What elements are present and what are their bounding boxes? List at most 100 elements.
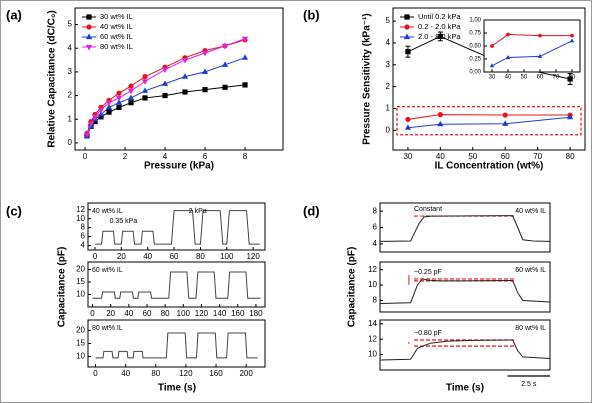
x-tick-label: 40 — [124, 309, 133, 318]
x-tick-label: 60 — [143, 309, 152, 318]
y-tick-label: 8 — [373, 206, 378, 215]
data-point — [97, 107, 105, 114]
data-point — [490, 44, 494, 48]
y-tick-label: 0 — [68, 138, 73, 147]
data-point — [91, 114, 99, 121]
data-point — [128, 83, 134, 89]
y-axis-title: Relative Capacitance (dC/C₀) — [47, 10, 58, 147]
x-tick-label: 180 — [249, 309, 263, 318]
x-tick-label: 120 — [195, 309, 209, 318]
y-tick-label: 3 — [68, 67, 73, 76]
panel-tag: 80 wt% IL — [515, 325, 546, 332]
panel-label: (b) — [303, 7, 320, 22]
x-tick-label: 80 — [196, 252, 205, 261]
x-tick-label: 70 — [553, 75, 560, 81]
plot-frame — [379, 202, 551, 253]
panel-tag: 40 wt% IL — [92, 208, 123, 215]
y-tick-label: 14 — [368, 319, 377, 328]
annotation: ~0.80 pF — [414, 330, 442, 337]
panel-tag: 60 wt% IL — [92, 267, 123, 274]
y-tick-label: 15 — [76, 277, 85, 286]
x-tick-label: 140 — [213, 309, 227, 318]
x-axis-title: Time (s) — [446, 383, 484, 394]
annotation: 0.35 kPa — [110, 218, 138, 225]
series-line — [407, 116, 571, 129]
x-tick-label: 120 — [179, 369, 193, 378]
legend-marker — [85, 44, 93, 51]
x-axis-title: Pressure (kPa) — [144, 161, 214, 172]
y-tick-label: 20 — [76, 326, 85, 335]
y-tick-label: 12 — [76, 205, 85, 214]
y-tick-label: 10 — [76, 352, 85, 361]
annotation: 2 kPa — [189, 208, 207, 215]
legend-marker — [86, 24, 92, 30]
data-point — [115, 99, 123, 105]
x-axis-title: IL Concentration (wt%) — [435, 161, 544, 172]
y-axis-title: Pressure Sensitivity (kPa⁻¹) — [362, 13, 373, 144]
data-point — [105, 104, 113, 110]
data-point — [127, 94, 135, 101]
y-tick-label: 2 — [68, 91, 73, 100]
y-axis-title: Capacitance (pF) — [57, 247, 68, 328]
panel-label: (c) — [6, 203, 22, 218]
y-tick-label: 4 — [68, 43, 73, 52]
data-point — [437, 112, 443, 118]
x-tick-label: 80 — [569, 75, 576, 81]
x-tick-label: 80 — [151, 369, 160, 378]
data-point — [570, 33, 574, 38]
y-tick-label: 2 — [386, 82, 391, 91]
signal-line — [379, 278, 551, 305]
y-tick-label: 10 — [368, 280, 377, 289]
y-tick-label: 1.00 — [469, 18, 481, 24]
data-point — [116, 90, 122, 96]
x-tick-label: 80 — [161, 309, 170, 318]
y-tick-label: 20 — [76, 265, 85, 274]
data-point — [181, 73, 189, 79]
data-point — [181, 57, 189, 64]
legend-marker — [86, 14, 92, 20]
x-tick-label: 4 — [163, 152, 168, 161]
legend-marker — [404, 14, 410, 20]
x-tick-label: 60 — [537, 75, 544, 81]
highlight-box — [396, 106, 582, 136]
data-point — [141, 87, 149, 93]
y-tick-label: 0.00 — [469, 70, 481, 76]
data-point — [537, 53, 543, 58]
series-line — [491, 40, 573, 67]
legend-label: 0.2 - 2.0 kPa — [418, 22, 461, 31]
y-tick-label: 4 — [386, 38, 391, 47]
y-tick-label: 0 — [386, 125, 391, 134]
data-point — [87, 121, 95, 128]
x-tick-label: 100 — [220, 252, 234, 261]
data-point — [201, 68, 209, 74]
data-point — [405, 49, 411, 55]
signal-line — [379, 339, 551, 361]
x-tick-label: 60 — [170, 252, 179, 261]
data-point — [405, 116, 411, 123]
data-point — [142, 95, 148, 101]
x-tick-label: 70 — [533, 152, 542, 161]
y-tick-label: 6 — [81, 232, 86, 241]
data-point — [242, 82, 248, 88]
x-tick-label: 2 — [123, 152, 128, 161]
signal-line — [379, 215, 551, 242]
data-point — [437, 120, 444, 127]
data-point — [92, 119, 98, 125]
data-point — [116, 104, 122, 110]
x-axis-title: Time (s) — [158, 383, 196, 394]
data-point — [222, 84, 228, 90]
panel-tag: 40 wt% IL — [515, 208, 546, 215]
x-tick-label: 0 — [90, 309, 95, 318]
signal-line — [92, 271, 261, 299]
x-tick-label: 0 — [93, 369, 98, 378]
data-point — [221, 61, 229, 67]
plot-frame — [379, 261, 551, 313]
data-point — [241, 54, 249, 60]
y-tick-label: 1 — [68, 114, 73, 123]
data-point — [106, 109, 112, 115]
plot-frame — [379, 319, 551, 371]
y-tick-label: 5 — [68, 20, 73, 29]
signal-line — [94, 210, 260, 245]
x-tick-label: 40 — [436, 152, 445, 161]
x-tick-label: 30 — [403, 152, 412, 161]
